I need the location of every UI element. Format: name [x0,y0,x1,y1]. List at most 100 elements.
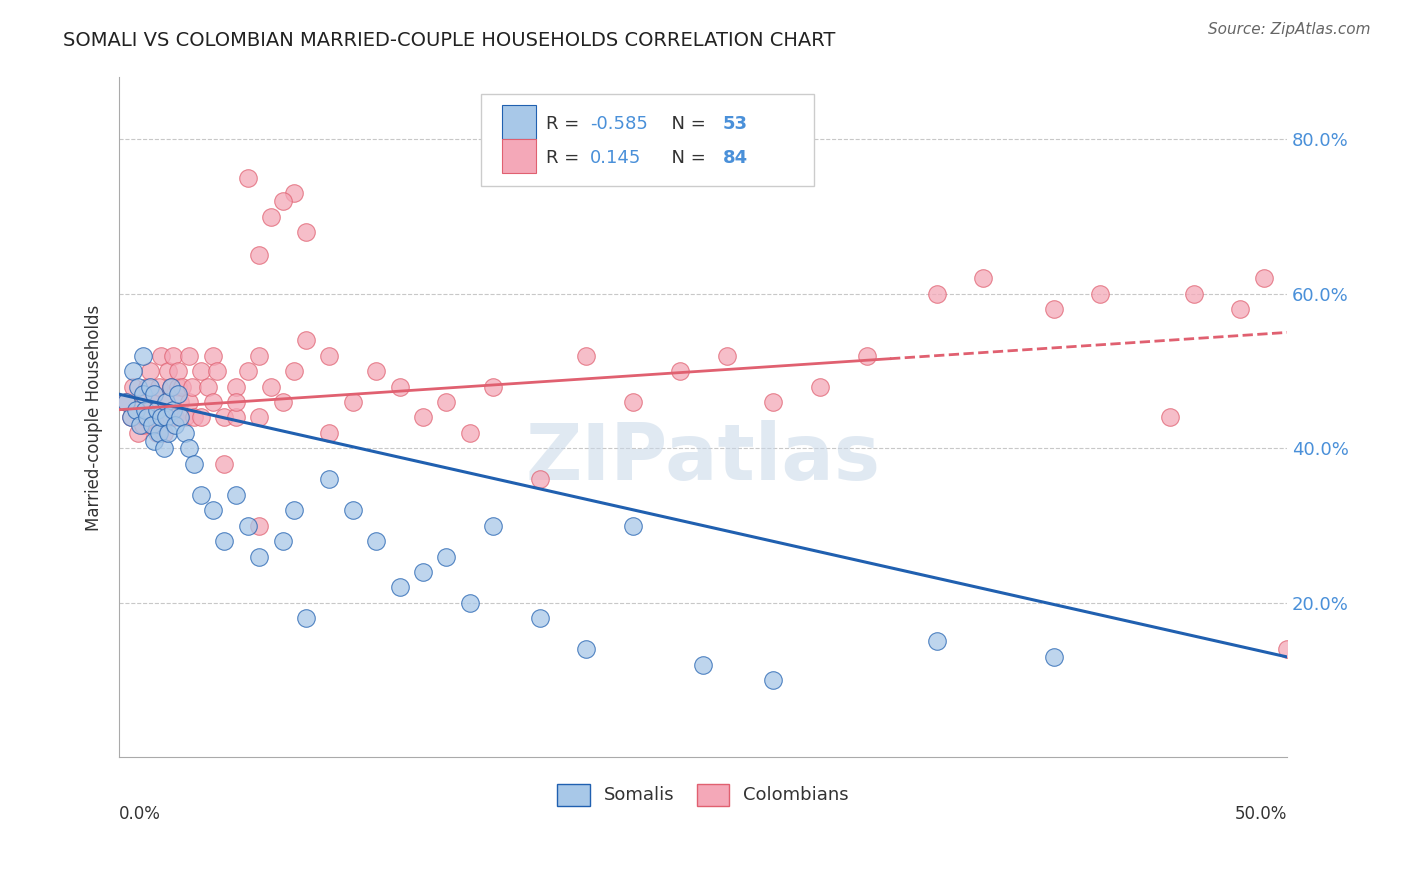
Point [318,349,340,363]
Point [143,387,166,401]
Point [145,402,167,417]
Point [159,379,181,393]
Point [143,387,166,401]
Point [283,503,305,517]
Point [172,379,194,393]
Point [159,410,181,425]
Legend: Somalis, Colombians: Somalis, Colombians [547,772,860,816]
Point [225,379,247,393]
Point [249,349,271,363]
Point [155,395,177,409]
Point [197,379,219,393]
Point [201,349,224,363]
Point [148,379,170,393]
Point [342,503,364,517]
FancyBboxPatch shape [502,139,536,173]
Text: Source: ZipAtlas.com: Source: ZipAtlas.com [1208,22,1371,37]
Point [166,364,188,378]
Point [342,395,364,409]
Point [1042,649,1064,664]
Point [458,425,481,440]
Point [621,395,644,409]
Point [434,395,457,409]
Point [115,395,138,409]
Point [1182,286,1205,301]
Point [150,410,173,425]
Point [157,364,180,378]
Point [115,395,138,409]
Point [141,418,163,433]
Point [529,611,551,625]
Point [716,349,738,363]
Point [157,425,180,440]
Point [122,364,145,378]
Point [366,534,388,549]
Point [283,364,305,378]
Point [575,642,598,657]
Point [131,418,153,433]
Point [162,349,184,363]
Point [214,534,236,549]
Point [236,364,259,378]
Point [249,549,271,564]
Y-axis label: Married-couple Households: Married-couple Households [86,304,103,531]
Point [143,418,166,433]
Point [173,425,195,440]
Text: 84: 84 [723,149,748,167]
Point [808,379,831,393]
Point [143,434,166,448]
Point [412,565,434,579]
Point [271,395,294,409]
Point [225,488,247,502]
Text: 50.0%: 50.0% [1234,805,1286,823]
Point [136,379,159,393]
Point [201,503,224,517]
Point [388,379,411,393]
Point [120,410,142,425]
Point [180,379,202,393]
Point [295,333,318,347]
Point [134,410,156,425]
Point [190,364,212,378]
Point [366,364,388,378]
Point [190,488,212,502]
Point [236,170,259,185]
Point [124,402,146,417]
Point [150,349,173,363]
Point [260,379,283,393]
Point [190,410,212,425]
Point [925,286,948,301]
Point [1275,642,1298,657]
Point [166,387,188,401]
Point [249,518,271,533]
Point [249,248,271,262]
Point [1042,302,1064,317]
Point [152,425,174,440]
FancyBboxPatch shape [481,95,814,186]
Point [271,194,294,208]
Point [173,410,195,425]
Point [120,410,142,425]
Point [122,379,145,393]
Point [388,581,411,595]
Point [159,379,181,393]
Point [1159,410,1181,425]
Text: ZIPatlas: ZIPatlas [526,420,880,496]
Point [179,349,201,363]
Point [183,457,205,471]
Text: N =: N = [659,115,711,133]
Point [762,673,785,687]
Point [138,364,160,378]
Point [148,425,170,440]
Point [165,410,187,425]
Text: N =: N = [659,149,711,167]
FancyBboxPatch shape [502,105,536,138]
Text: SOMALI VS COLOMBIAN MARRIED-COUPLE HOUSEHOLDS CORRELATION CHART: SOMALI VS COLOMBIAN MARRIED-COUPLE HOUSE… [63,31,835,50]
Point [575,349,598,363]
Point [318,472,340,486]
Text: R =: R = [546,149,591,167]
Point [529,472,551,486]
Text: 0.145: 0.145 [591,149,641,167]
Point [482,518,505,533]
Point [225,410,247,425]
